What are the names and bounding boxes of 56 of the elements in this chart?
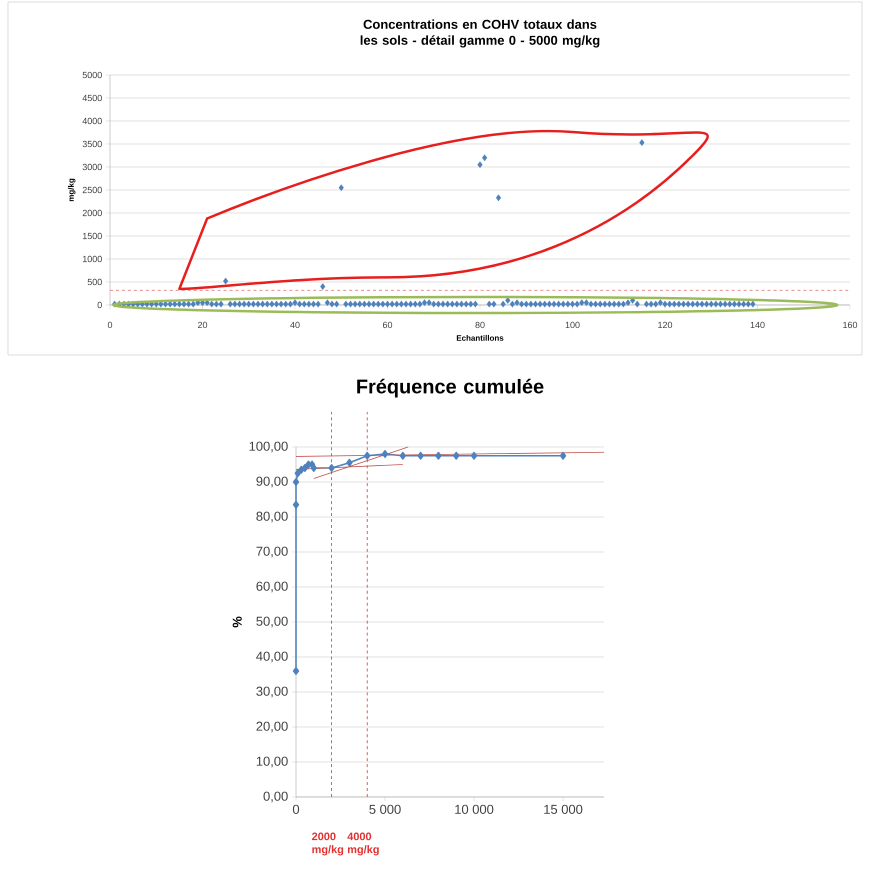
y-tick-label: 90,00 (256, 476, 288, 488)
x-tick-label: 15 000 (544, 804, 582, 814)
y-tick-label: 1000 (82, 256, 102, 262)
point (470, 452, 478, 460)
point (292, 500, 300, 509)
x-tick-label: 0 (292, 804, 300, 814)
y-tick-label: 1500 (82, 232, 102, 240)
point (382, 450, 388, 458)
point (292, 667, 300, 675)
point (417, 452, 424, 460)
y-tick-label: 4000 (82, 118, 102, 124)
x-tick-label: 5 000 (369, 804, 401, 814)
point (346, 458, 353, 467)
y-tick-label: 50,00 (256, 616, 288, 628)
point (435, 452, 442, 460)
x-tick-label: 60 (382, 322, 392, 328)
x-tick-label: 80 (475, 322, 485, 328)
y-tick-label: 2500 (82, 186, 102, 194)
ref-line-label: 4000 mg/kg (347, 832, 379, 856)
y-tick-label: 100,00 (250, 442, 288, 452)
x-tick-label: 140 (750, 322, 765, 328)
x-tick-label: 160 (843, 322, 858, 328)
x-tick-label: 40 (290, 322, 300, 328)
y-tick-label: 3500 (82, 140, 102, 148)
point (560, 452, 566, 460)
y-tick-label: 2000 (82, 210, 102, 216)
point (292, 478, 300, 486)
y-tick-label: 0,00 (264, 792, 288, 802)
point (364, 452, 370, 460)
y-axis-title: % (232, 616, 242, 628)
y-tick-label: 4500 (82, 94, 102, 102)
x-tick-label: 120 (658, 322, 672, 328)
y-tick-label: 60,00 (256, 582, 288, 592)
point (453, 452, 460, 460)
x-tick-label: 20 (198, 322, 208, 328)
point (302, 464, 308, 472)
y-tick-label: 500 (88, 278, 102, 286)
y-tick-label: 20,00 (256, 722, 288, 732)
point (328, 464, 335, 472)
point (310, 464, 317, 472)
chart-title: Fréquence cumulée (357, 378, 544, 398)
x-tick-label: 0 (108, 322, 112, 328)
y-tick-label: 70,00 (256, 546, 288, 558)
y-tick-label: 0 (98, 302, 102, 308)
point (400, 452, 406, 460)
y-tick-label: 10,00 (256, 756, 288, 768)
y-tick-label: 30,00 (256, 686, 288, 698)
point (294, 469, 301, 478)
ref-line-label: 2000 mg/kg (312, 832, 344, 856)
y-tick-label: 80,00 (256, 512, 288, 522)
x-tick-label: 10 000 (455, 804, 494, 814)
chart-title: Concentrations en COHV totaux dans les sols - détail gamme 0 - 5000 mg/kg (360, 19, 600, 48)
y-tick-label: 5000 (82, 72, 102, 78)
y-tick-label: 40,00 (256, 652, 288, 662)
x-tick-label: 100 (566, 322, 580, 328)
y-tick-label: 3000 (82, 164, 102, 170)
